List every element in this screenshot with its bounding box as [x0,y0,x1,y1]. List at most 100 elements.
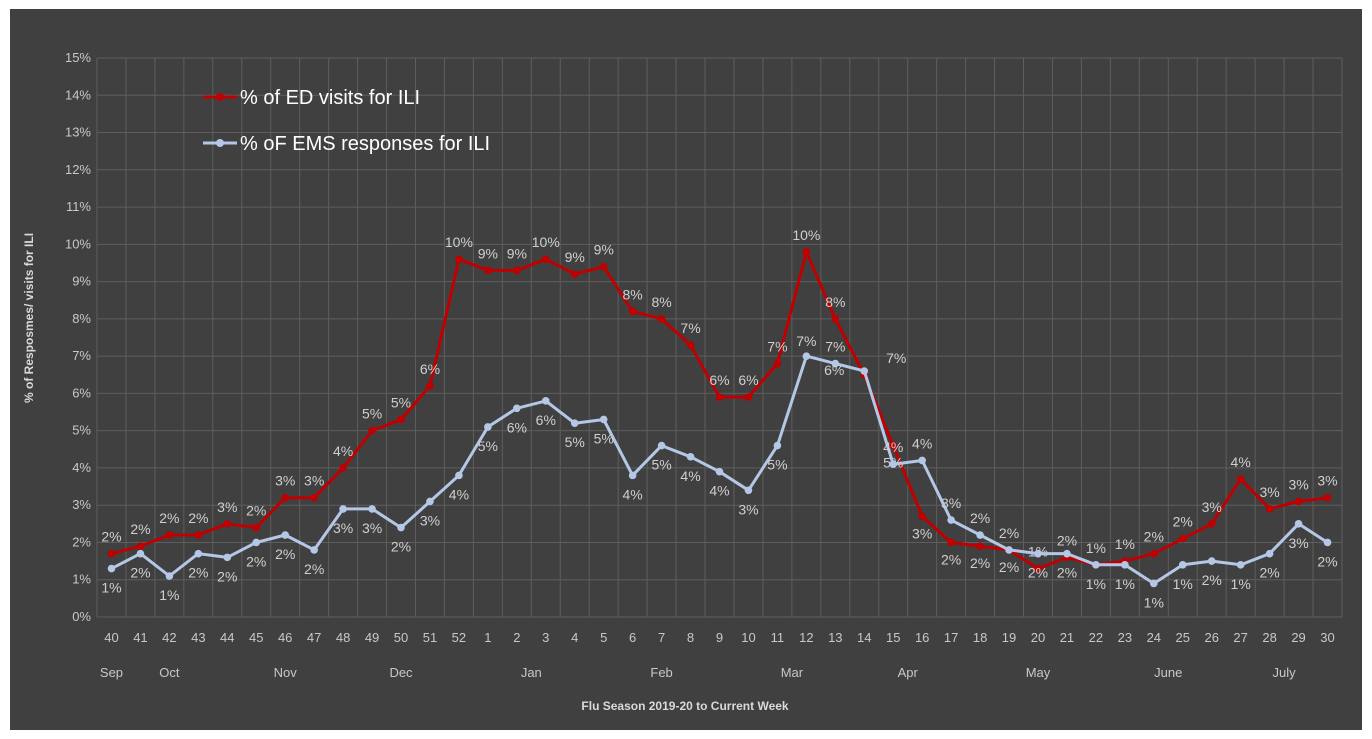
data-point [136,549,145,558]
x-tick-label: 46 [278,630,292,645]
data-point [397,523,405,532]
data-label: 7% [825,339,845,355]
data-label: 4% [1231,454,1251,470]
x-axis: 40 41 42 43 44 45 46 47 48 49 50 51 52 1 2 3 4 5 6 7 8 9 10 11 1… [104,630,1335,645]
data-point [281,531,289,539]
data-point [1150,579,1158,588]
x-tick-label: 14 [857,630,871,645]
data-label: 2% [1202,572,1222,588]
x-tick-label: 25 [1176,630,1190,645]
y-axis: 0% 1% 2% 3% 4% 5% 6% 7% 8% 9% 10% 11% 12% 13% 14% 15% [65,50,91,624]
data-label: 9% [594,242,614,258]
data-point [1121,561,1129,569]
data-point [1178,561,1187,569]
data-label: 3% [1288,476,1308,492]
data-label: 5% [391,394,411,410]
data-point [918,456,926,465]
data-point [223,553,232,562]
x-tick-label: 21 [1060,630,1074,645]
data-label: 4% [709,483,729,499]
data-point [513,266,521,275]
data-point [744,393,753,401]
data-point [541,397,550,405]
x-tick-label: 13 [828,630,842,645]
x-tick-label: 41 [133,630,147,645]
month-label: Oct [159,665,180,680]
y-tick-label: 3% [72,497,91,512]
month-label: May [1026,665,1051,680]
data-label: 4% [623,486,643,502]
data-point [1323,538,1332,547]
data-point [831,315,840,323]
data-label: 6% [536,412,556,428]
data-point [368,505,376,513]
month-label: Dec [389,665,413,680]
data-point [455,255,463,264]
data-point [397,415,405,424]
data-label: 8% [623,286,643,302]
x-tick-label: 48 [336,630,350,645]
y-tick-label: 10% [65,236,91,251]
data-label: 2% [1259,565,1279,581]
data-label: 2% [188,565,208,581]
data-point [1265,505,1274,513]
y-axis-title: % of Resposmes/ visits for ILI [22,233,36,403]
data-label: 2% [999,559,1019,575]
data-point [310,493,318,502]
x-tick-label: 49 [365,630,379,645]
x-tick-label: 4 [571,630,578,645]
series-ed: 2% 2% 2% 2% 3% 2% 3% 3% 4% 5% 5% 6% 10% 9% 9% 10% 9% 9% 8%… [101,227,1337,575]
x-tick-label: 16 [915,630,929,645]
data-point [310,546,318,554]
data-label: 3% [1202,499,1222,515]
data-label: 6% [738,372,758,388]
data-label: 3% [304,473,324,489]
data-label: 1% [101,580,121,596]
x-tick-label: 42 [162,630,176,645]
data-label: 2% [941,551,961,567]
data-point [1063,549,1071,558]
data-label: 6% [709,372,729,388]
data-label: 2% [275,546,295,562]
data-point [657,441,666,450]
data-label: 10% [445,234,473,250]
data-point [513,404,521,413]
data-label: 2% [130,521,150,537]
data-point [1236,561,1245,569]
x-tick-label: 45 [249,630,263,645]
data-label: 5% [478,438,498,454]
data-point [1092,561,1100,569]
data-point [252,538,261,547]
data-label: 9% [478,245,498,261]
data-label: 3% [217,499,237,515]
data-point [976,531,984,539]
x-tick-label: 17 [944,630,958,645]
data-label: 7% [886,350,906,366]
data-label: 1% [1173,576,1193,592]
series-line [111,250,1328,571]
x-tick-label: 43 [191,630,205,645]
data-label: 3% [912,525,932,541]
data-label: 2% [188,510,208,526]
data-label: 4% [883,439,903,455]
x-tick-label: 19 [1002,630,1016,645]
x-tick-label: 20 [1031,630,1045,645]
data-label: 4% [333,443,353,459]
legend-label-ed: % of ED visits for ILI [240,87,420,109]
data-label: 5% [767,457,787,473]
data-point [1236,475,1245,483]
data-point [455,471,463,480]
x-tick-label: 11 [771,630,785,645]
data-label: 3% [1259,484,1279,500]
data-label: 5% [594,430,614,446]
data-point [339,505,347,513]
data-point [194,549,203,558]
y-tick-label: 8% [72,311,91,326]
y-tick-label: 1% [72,572,91,587]
data-point [1207,520,1216,528]
month-label: July [1273,665,1297,680]
data-label: 4% [912,435,932,451]
data-point [368,426,376,435]
data-label: 5% [362,406,382,422]
month-label: Apr [898,665,919,680]
